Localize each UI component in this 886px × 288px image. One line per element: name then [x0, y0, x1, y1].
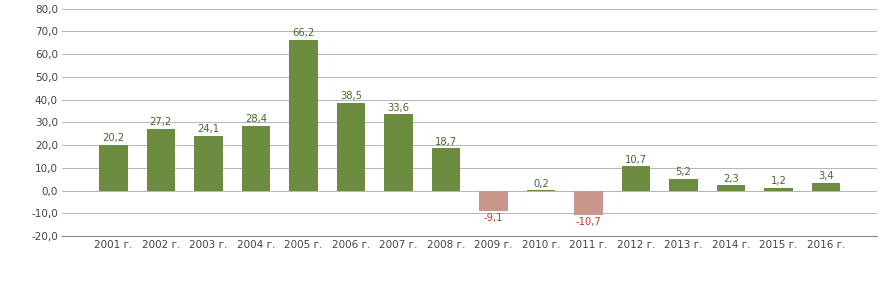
Bar	[99, 145, 128, 191]
Bar	[574, 191, 602, 215]
Text: 66,2: 66,2	[292, 29, 315, 38]
Text: 0,2: 0,2	[533, 179, 548, 189]
Bar	[194, 136, 222, 191]
Text: 3,4: 3,4	[818, 171, 834, 181]
Bar	[146, 129, 175, 191]
Bar	[717, 185, 745, 191]
Text: 5,2: 5,2	[675, 167, 691, 177]
Bar	[431, 148, 460, 191]
Bar	[812, 183, 840, 191]
Text: 28,4: 28,4	[245, 114, 267, 124]
Text: -10,7: -10,7	[576, 217, 602, 227]
Bar	[526, 190, 556, 191]
Bar	[242, 126, 270, 191]
Text: 1,2: 1,2	[771, 176, 786, 186]
Text: 2,3: 2,3	[723, 174, 739, 184]
Text: 20,2: 20,2	[102, 133, 124, 143]
Bar	[669, 179, 697, 191]
Bar	[384, 114, 413, 191]
Bar	[479, 191, 508, 211]
Text: 24,1: 24,1	[198, 124, 220, 134]
Text: 38,5: 38,5	[340, 92, 361, 101]
Text: 18,7: 18,7	[435, 137, 457, 147]
Bar	[764, 188, 793, 191]
Text: 10,7: 10,7	[625, 155, 647, 165]
Text: 33,6: 33,6	[387, 103, 409, 113]
Text: -9,1: -9,1	[484, 213, 503, 223]
Bar	[337, 103, 365, 191]
Bar	[622, 166, 650, 191]
Text: 27,2: 27,2	[150, 117, 172, 127]
Bar	[289, 40, 317, 191]
